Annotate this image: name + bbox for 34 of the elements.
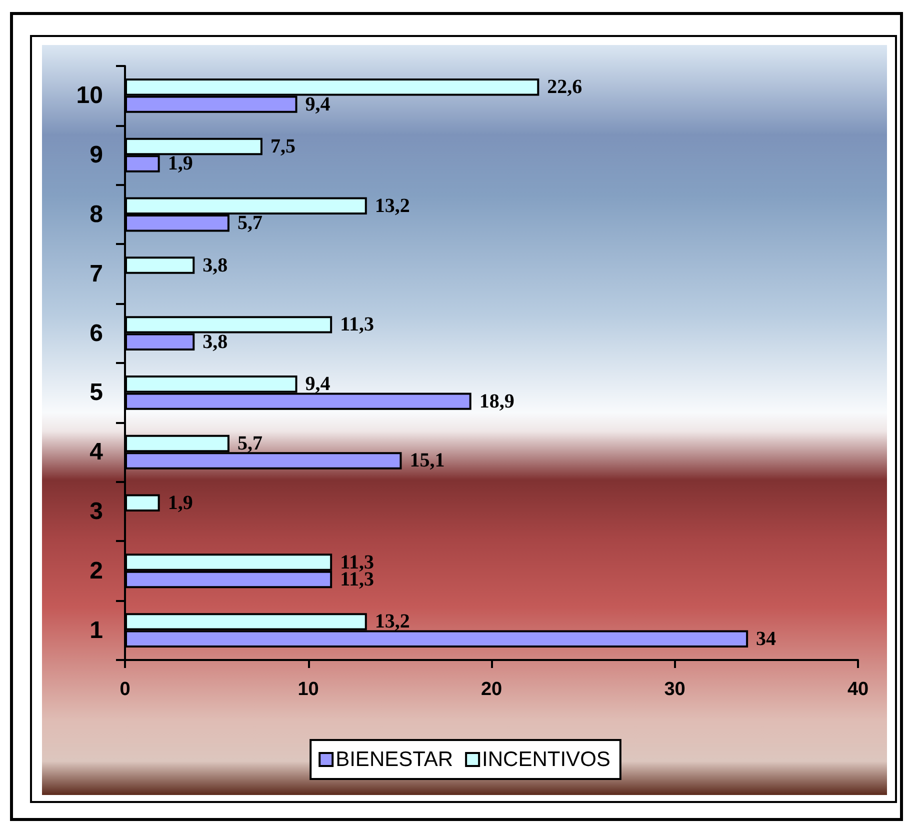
x-tick-label: 0 xyxy=(120,679,130,700)
data-label: 1,9 xyxy=(168,152,193,175)
x-tick-label: 40 xyxy=(847,679,869,700)
data-label: 11,3 xyxy=(340,551,374,574)
y-tick-label: 1 xyxy=(90,616,103,644)
data-label: 9,4 xyxy=(305,373,330,396)
y-tick-label: 8 xyxy=(90,201,103,228)
y-tick-label: 9 xyxy=(90,142,103,169)
y-tick-label: 3 xyxy=(90,498,103,525)
y-tick-label: 2 xyxy=(90,557,103,584)
x-tick-label: 30 xyxy=(664,679,686,700)
y-tick-label: 7 xyxy=(90,260,103,288)
data-label: 9,4 xyxy=(305,93,330,116)
data-label: 7,5 xyxy=(270,135,296,158)
y-tick-label: 6 xyxy=(90,320,103,347)
legend-label: BIENESTAR xyxy=(336,748,454,771)
data-label: 5,7 xyxy=(237,432,262,454)
y-tick-label: 10 xyxy=(76,82,103,110)
data-label: 13,2 xyxy=(374,194,410,217)
data-label: 18,9 xyxy=(479,390,514,412)
data-label: 34 xyxy=(756,628,776,650)
x-tick-label: 10 xyxy=(298,679,319,700)
legend-label: INCENTIVOS xyxy=(482,748,610,771)
y-tick-label: 4 xyxy=(90,438,104,466)
data-label: 1,9 xyxy=(168,492,193,514)
data-label: 15,1 xyxy=(410,450,445,472)
data-label: 13,2 xyxy=(374,610,410,633)
data-label: 3,8 xyxy=(202,254,228,276)
x-tick-label: 20 xyxy=(480,679,502,700)
data-label: 22,6 xyxy=(547,76,582,98)
y-tick-label: 5 xyxy=(90,379,103,406)
data-label: 11,3 xyxy=(340,314,374,336)
data-label: 3,8 xyxy=(202,330,228,353)
data-label: 5,7 xyxy=(237,212,262,234)
